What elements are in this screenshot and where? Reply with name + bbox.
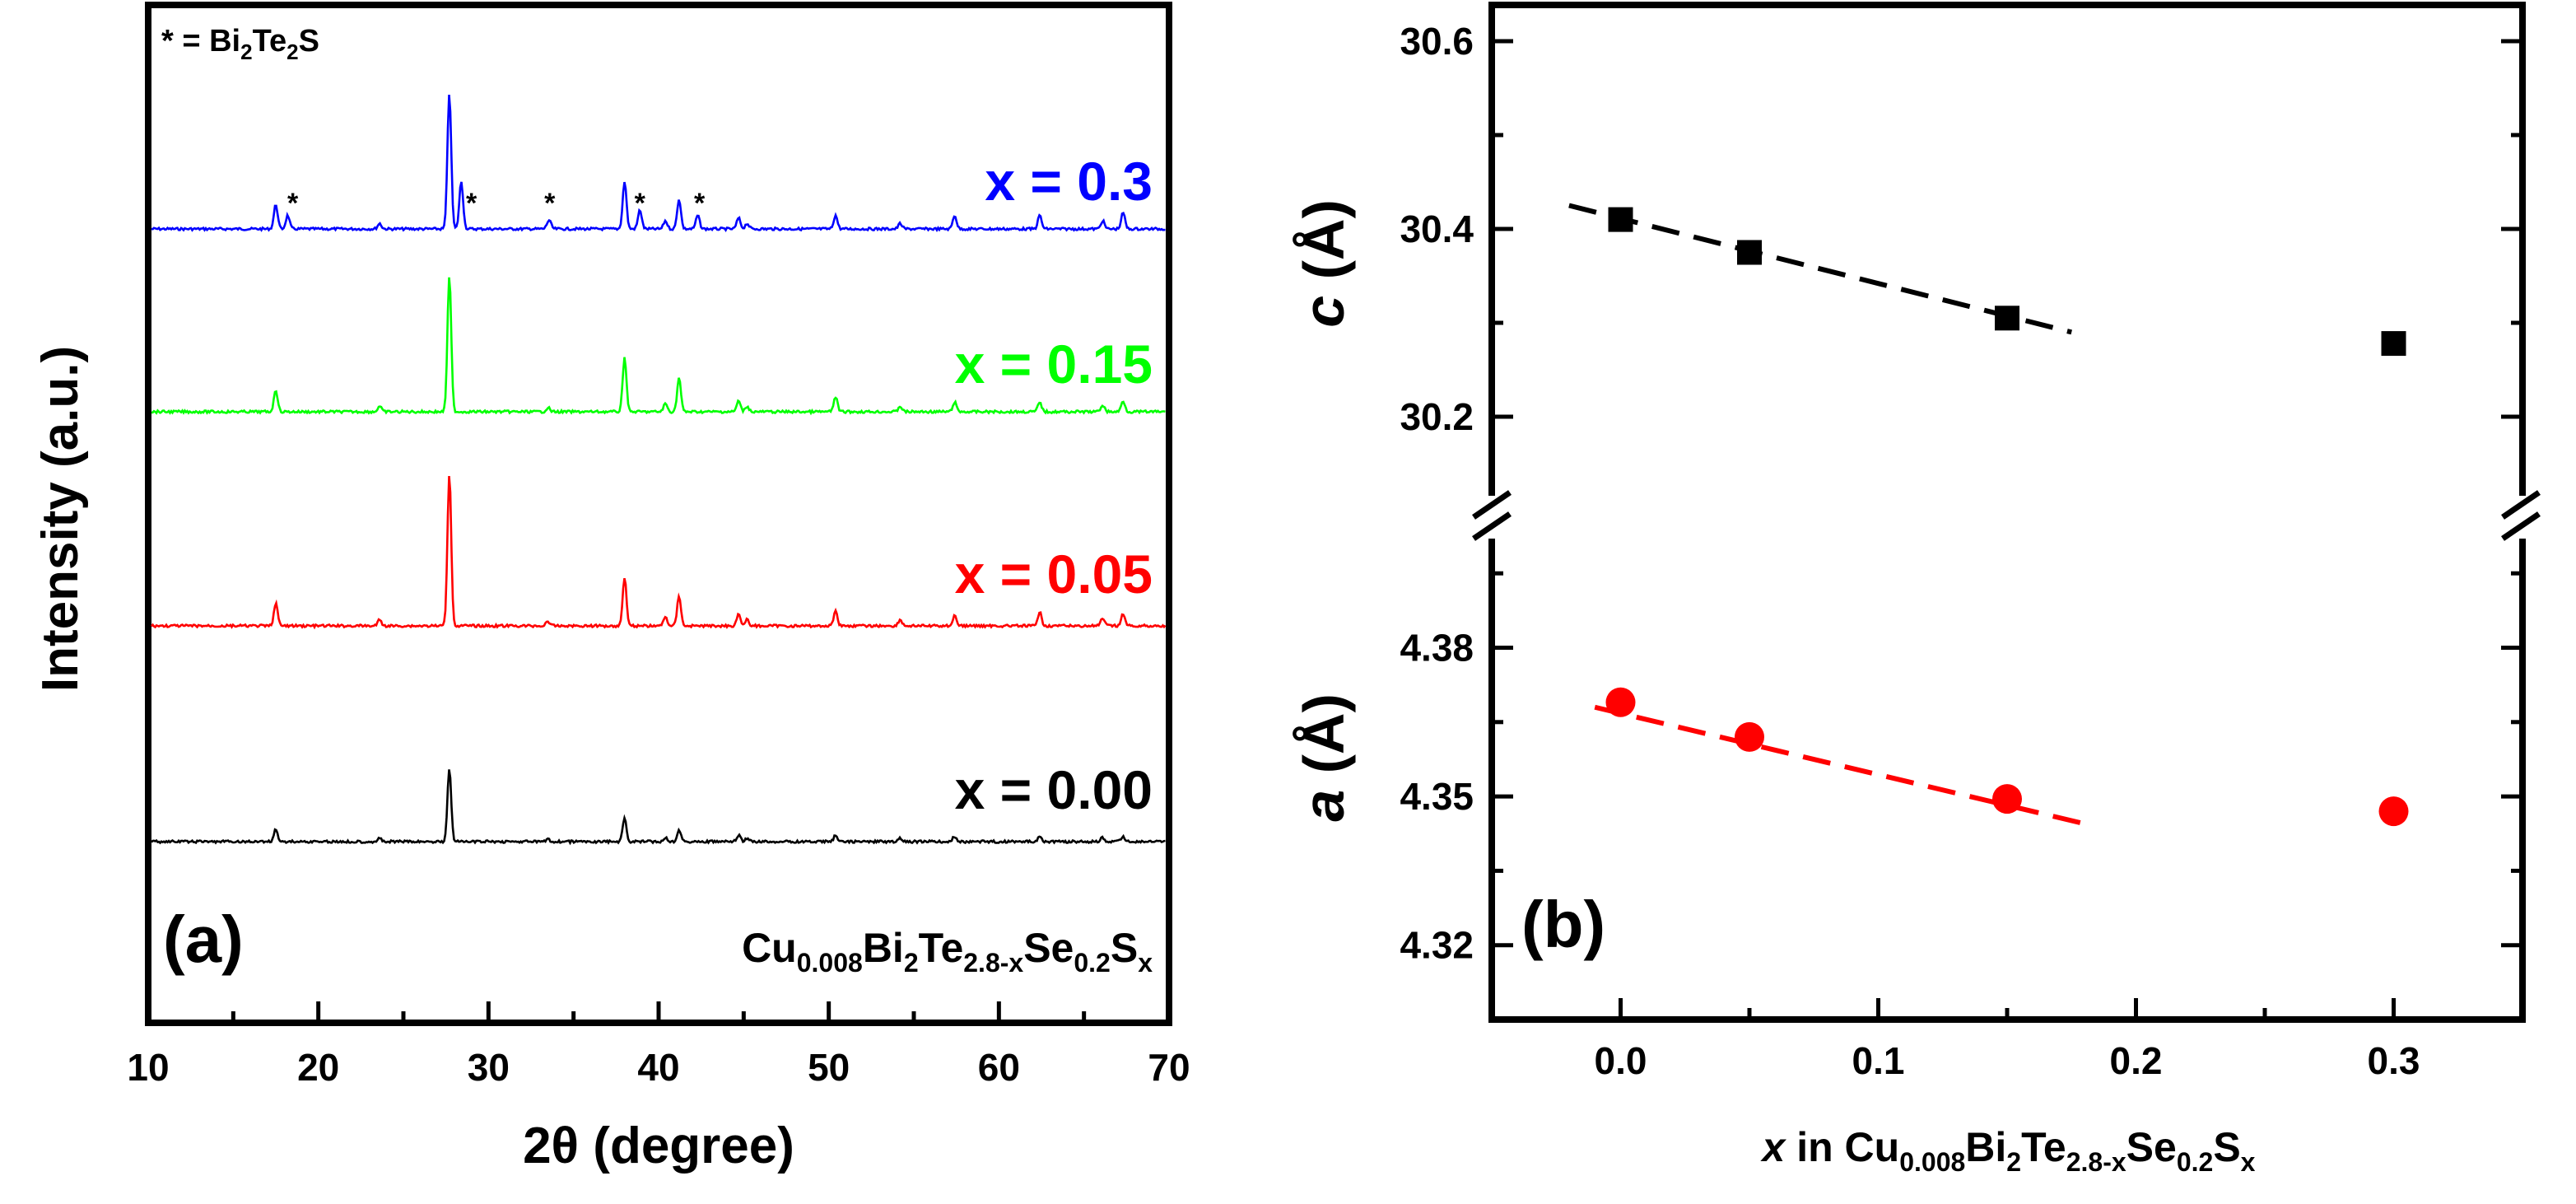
axis-break-mark <box>2501 490 2541 520</box>
y-tick-label-a: 4.38 <box>1400 627 1474 670</box>
panel-a-traces <box>151 95 1167 846</box>
c-data-point <box>1737 240 1762 265</box>
series-label-x-0-00: x = 0.00 <box>955 759 1153 820</box>
panel-a-x-axis-title: 2θ (degree) <box>523 1118 794 1174</box>
impurity-star-marker: * <box>287 188 299 219</box>
y-tick-label-a: 4.32 <box>1400 924 1474 967</box>
a-data-point <box>1735 721 1764 752</box>
series-label-x-0-3: x = 0.3 <box>985 151 1153 212</box>
panel-b-x-axis-title: x in Cu0.008Bi2Te2.8-xSe0.2Sx <box>1760 1124 2256 1177</box>
x-tick-label: 40 <box>637 1046 679 1089</box>
axis-break-marks <box>1472 490 2541 541</box>
axis-break-mark <box>2501 511 2541 541</box>
c-data-point <box>2381 331 2406 357</box>
panel-a-label: (a) <box>163 903 244 976</box>
x-tick-label: 0.2 <box>2110 1039 2163 1082</box>
c-data-point <box>1608 207 1633 232</box>
impurity-star-marker: * <box>635 188 646 219</box>
c-axis-title: c (Å) <box>1292 199 1356 328</box>
a-data-point <box>1992 784 2022 814</box>
x-tick-label: 70 <box>1148 1046 1190 1089</box>
panel-b-lattice-chart: 0.0 0.1 0.2 0.3 30.2 30.4 30.6 4.32 4.35 4.38 (b… <box>1292 2 2541 1177</box>
xrd-trace <box>151 95 1166 233</box>
panel-b-frame <box>1488 2 2526 1023</box>
series-label-x-0-05: x = 0.05 <box>955 544 1153 604</box>
y-tick-label-a: 4.35 <box>1400 775 1474 818</box>
panel-a-xrd-chart: 10 20 30 40 50 60 70 * * * * * * = Bi2Te2S x = 0.3… <box>32 2 1190 1174</box>
c-data-point <box>1995 306 2019 331</box>
panel-b-data-points <box>1605 207 2409 827</box>
series-label-x-0-15: x = 0.15 <box>955 334 1153 394</box>
y-tick-label-c: 30.2 <box>1400 395 1474 438</box>
panel-a-x-ticks <box>146 1001 1172 1023</box>
panel-b-y-ticks <box>1492 39 2522 1022</box>
axis-break-mark <box>1472 490 1512 520</box>
x-tick-label: 0.0 <box>1595 1039 1647 1082</box>
c-fit-line <box>1568 203 2072 335</box>
compound-formula: Cu0.008Bi2Te2.8-xSe0.2Sx <box>742 925 1153 978</box>
impurity-star-marker: * <box>544 188 556 219</box>
a-axis-title: a (Å) <box>1292 693 1356 822</box>
panel-b-fit-lines <box>1568 203 2085 827</box>
a-data-point <box>1605 687 1636 717</box>
panel-b-x-tick-labels: 0.0 0.1 0.2 0.3 <box>1595 1039 2420 1082</box>
x-tick-label: 20 <box>297 1046 339 1089</box>
y-tick-label-c: 30.4 <box>1400 208 1474 250</box>
panel-a-impurity-markers: * * * * * <box>287 188 706 219</box>
x-tick-label: 30 <box>468 1046 510 1089</box>
impurity-star-marker: * <box>466 188 477 219</box>
x-tick-label: 0.1 <box>1852 1039 1905 1082</box>
x-tick-label: 50 <box>808 1046 850 1089</box>
y-tick-label-c: 30.6 <box>1400 20 1474 63</box>
x-tick-label: 60 <box>978 1046 1020 1089</box>
impurity-legend-note: * = Bi2Te2S <box>161 24 319 64</box>
x-tick-label: 10 <box>127 1046 169 1089</box>
axis-break-mark <box>1472 511 1512 541</box>
panel-b-y-tick-labels: 30.2 30.4 30.6 4.32 4.35 4.38 <box>1400 20 1474 967</box>
xrd-trace <box>151 769 1166 846</box>
a-data-point <box>2378 796 2409 827</box>
impurity-star-marker: * <box>694 188 706 219</box>
panel-b-label: (b) <box>1521 888 1605 961</box>
panel-a-y-axis-title: Intensity (a.u.) <box>32 346 89 692</box>
xrd-trace <box>151 277 1166 416</box>
panel-a-x-tick-labels: 10 20 30 40 50 60 70 <box>127 1046 1190 1089</box>
x-tick-label: 0.3 <box>2368 1039 2420 1082</box>
xrd-trace <box>151 476 1167 630</box>
